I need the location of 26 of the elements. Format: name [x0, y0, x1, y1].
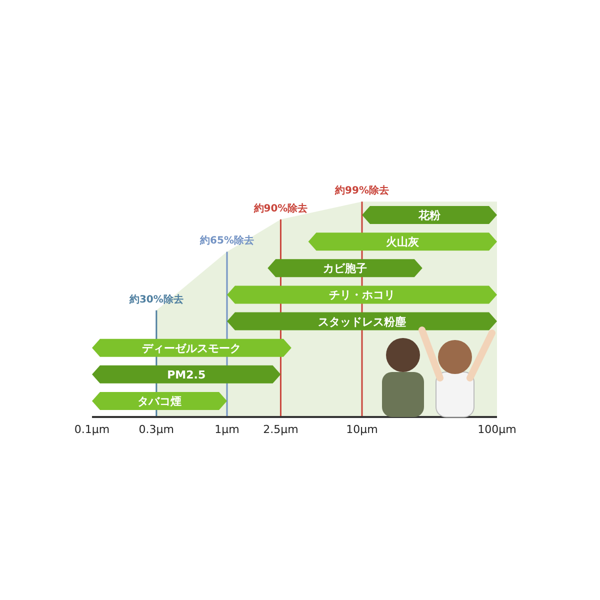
bar: [92, 338, 292, 357]
y-tick-label: PM2.5: [167, 368, 206, 382]
y-tick-label: チリ・ホコリ: [329, 288, 395, 302]
bar: [227, 312, 497, 330]
y-tick-label: 火山灰: [386, 236, 420, 249]
bar: [227, 286, 497, 304]
bar: [308, 232, 497, 251]
x-tick-label: 10μm: [346, 423, 378, 436]
bar: [92, 365, 281, 384]
x-tick-label: 0.3μm: [138, 423, 174, 436]
ref-line-label: 約30%除去: [128, 293, 184, 306]
bar: [362, 206, 497, 224]
x-tick-label: 100μm: [478, 423, 516, 436]
y-tick-label: タバコ煙: [138, 395, 182, 408]
y-tick-label: 花粉: [418, 209, 442, 222]
ref-line-label: 約65%除去: [199, 234, 254, 247]
y-tick-label: ディーゼルスモーク: [142, 342, 242, 355]
y-tick-label: スタッドレス粉塵: [318, 315, 406, 328]
ref-line-label: 約90%除去: [252, 202, 308, 214]
x-tick-label: 0.1μm: [74, 423, 110, 436]
ref-line-label: 約99%除去: [334, 184, 389, 197]
x-tick-label: 1μm: [214, 423, 240, 436]
y-tick-label: カビ胞子: [323, 262, 368, 276]
x-tick-label: 2.5μm: [263, 423, 298, 436]
bar: [92, 392, 227, 410]
bar: [268, 259, 422, 278]
